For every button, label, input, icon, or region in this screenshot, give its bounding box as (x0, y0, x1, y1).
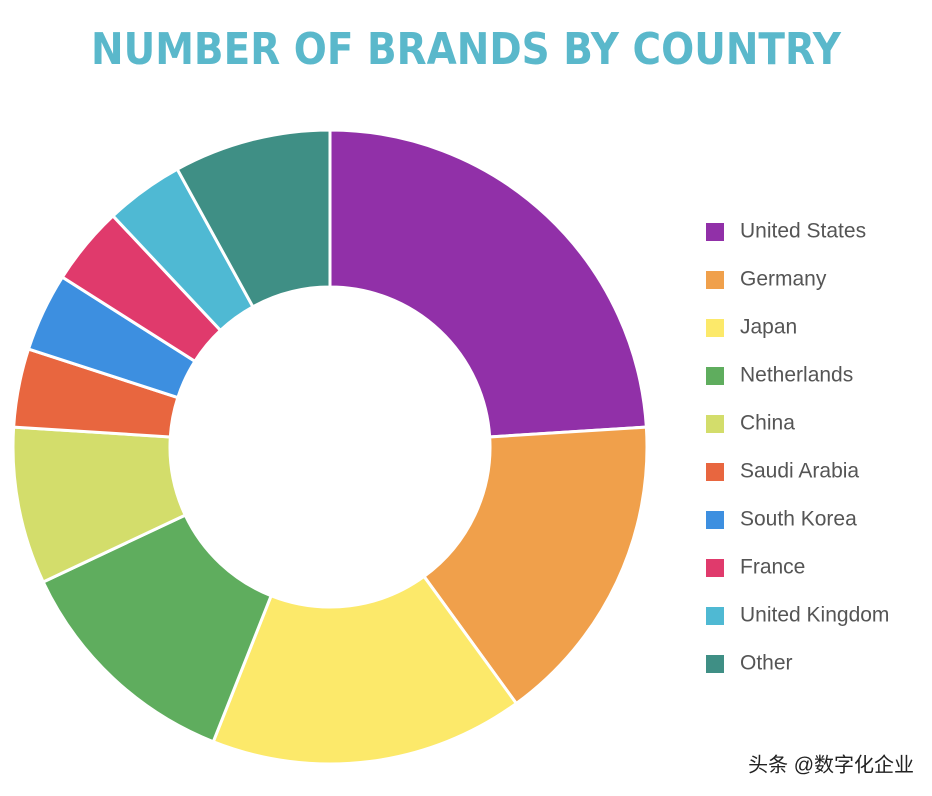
legend-swatch (706, 271, 724, 289)
legend-label: South Korea (740, 508, 857, 531)
donut-slice (41, 513, 274, 744)
donut-slice (211, 574, 519, 766)
watermark: 头条 @数字化企业 (748, 753, 914, 776)
legend-label: Saudi Arabia (740, 460, 859, 483)
legend: United States Germany Japan Netherlands Chin… (706, 220, 889, 675)
legend-swatch (706, 655, 724, 673)
donut-slice (421, 425, 649, 706)
legend-label: United Kingdom (740, 604, 889, 627)
legend-label: Japan (740, 316, 797, 339)
legend-swatch (706, 223, 724, 241)
legend-label: United States (740, 220, 866, 243)
legend-swatch (706, 607, 724, 625)
chart-title: NUMBER OF BRANDS BY COUNTRY (91, 24, 842, 75)
legend-label: Other (740, 652, 793, 675)
legend-swatch (706, 559, 724, 577)
donut-slice (175, 128, 332, 309)
legend-swatch (706, 415, 724, 433)
legend-label: Netherlands (740, 364, 853, 387)
legend-swatch (706, 319, 724, 337)
legend-swatch (706, 511, 724, 529)
donut-slice (328, 128, 648, 439)
donut (11, 128, 649, 766)
legend-label: China (740, 412, 795, 435)
legend-label: Germany (740, 268, 827, 291)
legend-swatch (706, 367, 724, 385)
legend-swatch (706, 463, 724, 481)
legend-label: France (740, 556, 805, 579)
